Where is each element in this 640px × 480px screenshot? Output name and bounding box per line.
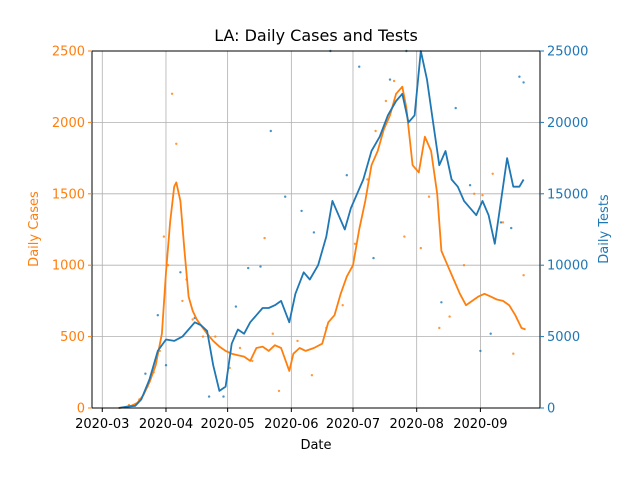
tests-scatter-point [388, 78, 392, 81]
cases-scatter-point [448, 315, 451, 318]
cases-scatter-point [277, 389, 281, 393]
left-tick-label: 0 [77, 402, 85, 417]
cases-scatter-point [214, 335, 217, 338]
left-tick-label: 500 [60, 330, 85, 345]
right-tick-label: 10000 [547, 259, 588, 274]
tests-scatter-point [164, 364, 168, 367]
cases-scatter-point [353, 242, 357, 245]
tests-scatter-point [259, 265, 262, 268]
cases-scatter-point [392, 79, 396, 83]
cases-scatter-point [419, 246, 422, 250]
tests-scatter-point [300, 209, 303, 213]
right-tick-label: 0 [547, 402, 555, 417]
left-tick-label: 2500 [52, 45, 85, 60]
tests-scatter-point [372, 256, 375, 260]
right-tick-label: 15000 [547, 187, 588, 202]
cases-scatter-point [191, 318, 194, 321]
right-tick-label: 5000 [547, 330, 580, 345]
right-tick-label: 25000 [547, 45, 588, 60]
tests-scatter-point [510, 226, 513, 230]
tests-line [118, 50, 525, 409]
cases-scatter-point [462, 264, 466, 267]
tests-scatter-point [358, 65, 361, 68]
cases-scatter-point [251, 359, 254, 363]
tests-scatter-point [522, 81, 525, 84]
tests-scatter-point [207, 395, 211, 398]
cases-scatter-point [170, 92, 174, 96]
cases-scatter-point [181, 299, 184, 303]
tests-scatter-point [479, 349, 482, 353]
cases-scatter-point [473, 192, 476, 195]
cases-scatter-point [201, 335, 205, 338]
tests-scatter-point [179, 271, 182, 274]
tests-scatter-point [269, 129, 272, 133]
tests-scatter-point [499, 221, 503, 224]
tests-scatter-point [489, 332, 492, 335]
left-tick-label: 2000 [52, 116, 85, 131]
tests-scatter-point [247, 266, 250, 270]
tests-scatter-point [156, 314, 159, 317]
x-tick-label: 2020-09 [453, 417, 507, 432]
tests-scatter-point [440, 301, 443, 304]
right-axis-label: Daily Tests [597, 194, 612, 264]
cases-scatter-point [481, 194, 484, 197]
tests-scatter-point [454, 106, 457, 110]
cases-scatter-point [384, 99, 388, 103]
left-tick-label: 1000 [52, 259, 85, 274]
cases-scatter-point [501, 221, 505, 224]
cases-scatter-point [175, 142, 178, 145]
tests-scatter-point [284, 195, 287, 198]
x-tick-label: 2020-04 [139, 417, 193, 432]
cases-scatter-point [491, 172, 494, 175]
right-tick-label: 20000 [547, 116, 588, 131]
left-axis-ticks: 0 500 1000 1500 2000 2500 [52, 45, 92, 417]
cases-line [118, 85, 526, 409]
cases-scatter-point [403, 235, 406, 238]
x-axis-ticks: 2020-03 2020-04 2020-05 2020-06 2020-07 2020-… [75, 408, 508, 432]
x-axis-label: Date [300, 438, 331, 453]
tests-scatter-point [144, 372, 147, 375]
line-layer [118, 50, 526, 409]
tests-scatter-point [234, 305, 238, 308]
cases-scatter-point [238, 346, 242, 350]
cases-scatter-point [427, 195, 431, 198]
x-tick-label: 2020-07 [326, 417, 380, 432]
cases-scatter-point [162, 235, 166, 238]
cases-scatter-point [271, 332, 274, 335]
tests-scatter-point [312, 231, 316, 234]
tests-scatter-point [222, 395, 225, 398]
x-tick-label: 2020-05 [200, 417, 254, 432]
cases-scatter-point [310, 374, 314, 377]
x-tick-label: 2020-06 [264, 417, 318, 432]
cases-scatter-point [522, 274, 525, 277]
left-tick-label: 1500 [52, 187, 85, 202]
x-tick-label: 2020-08 [390, 417, 444, 432]
tests-scatter-point [468, 184, 472, 187]
cases-scatter-point [296, 339, 299, 343]
x-tick-label: 2020-03 [75, 417, 129, 432]
cases-scatter-point [374, 129, 377, 133]
cases-scatter-point [438, 326, 441, 330]
left-axis-label: Daily Cases [27, 191, 42, 267]
tests-scatter-point [518, 75, 521, 78]
cases-scatter-point [512, 352, 515, 355]
tests-scatter-point [345, 174, 348, 177]
cases-scatter-point [341, 304, 344, 307]
right-axis-ticks: 0 5000 10000 15000 20000 25000 [540, 45, 588, 417]
chart-title: LA: Daily Cases and Tests [214, 26, 418, 45]
cases-scatter-point [263, 236, 266, 240]
plot-area-frame [91, 50, 541, 409]
